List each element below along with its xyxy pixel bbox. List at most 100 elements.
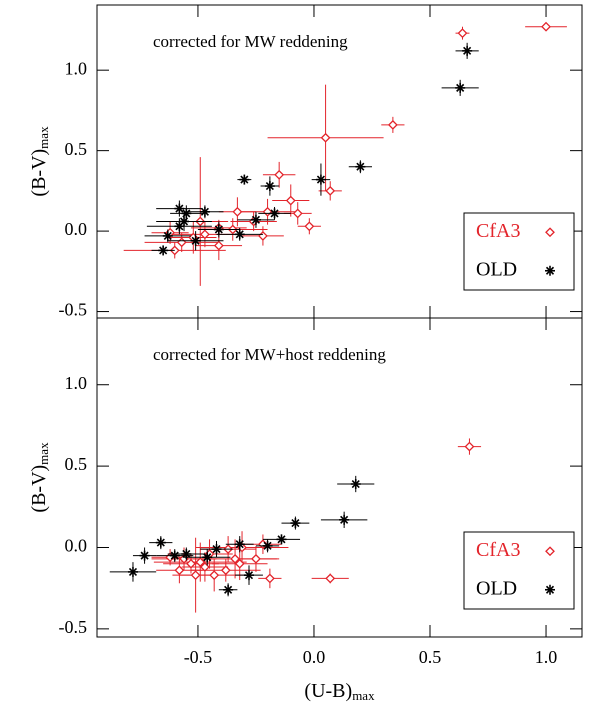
diamond-marker bbox=[285, 195, 296, 206]
asterisk-marker bbox=[174, 221, 185, 232]
asterisk-stroke bbox=[316, 175, 326, 184]
asterisk-stroke bbox=[128, 567, 138, 576]
diamond-shape bbox=[264, 573, 275, 584]
diamond-shape bbox=[199, 229, 210, 240]
diamond-shape bbox=[174, 565, 185, 576]
x-tick-label: -0.5 bbox=[184, 647, 213, 667]
asterisk-stroke bbox=[463, 46, 472, 55]
asterisk-stroke bbox=[356, 162, 365, 171]
asterisk-marker bbox=[290, 518, 301, 529]
asterisk-marker bbox=[223, 584, 234, 595]
diamond-marker bbox=[190, 570, 201, 581]
diamond-marker bbox=[176, 237, 187, 248]
asterisk-stroke bbox=[351, 479, 360, 489]
asterisk-stroke bbox=[240, 175, 249, 184]
asterisk-marker bbox=[355, 161, 366, 172]
y-axis-label-main: (B-V) bbox=[28, 465, 50, 513]
diamond-shape bbox=[213, 240, 224, 251]
y-tick-label: 0.5 bbox=[65, 139, 88, 159]
diamond-marker bbox=[186, 558, 196, 569]
asterisk-stroke bbox=[277, 535, 286, 544]
diamond-shape bbox=[232, 206, 243, 217]
diamond-shape bbox=[545, 546, 555, 557]
asterisk-marker bbox=[234, 539, 245, 550]
diamond-marker bbox=[234, 558, 245, 569]
diamond-shape bbox=[545, 227, 555, 238]
plot-frame bbox=[96, 317, 583, 638]
asterisk-marker bbox=[269, 208, 280, 219]
diamond-marker bbox=[213, 240, 224, 251]
asterisk-stroke bbox=[170, 551, 179, 560]
asterisk-marker bbox=[339, 514, 350, 525]
diamond-shape bbox=[230, 553, 240, 564]
y-axis-label-sub: max bbox=[36, 126, 51, 149]
diamond-marker bbox=[274, 169, 285, 180]
diamond-shape bbox=[209, 570, 220, 581]
asterisk-marker bbox=[158, 245, 169, 256]
annotation: corrected for MW reddening bbox=[153, 32, 348, 51]
diamond-shape bbox=[186, 558, 196, 569]
diamond-marker bbox=[545, 227, 555, 238]
asterisk-marker bbox=[174, 203, 185, 214]
diamond-shape bbox=[387, 119, 398, 130]
asterisk-marker bbox=[315, 174, 326, 185]
asterisk-stroke bbox=[291, 519, 300, 528]
legend-box bbox=[463, 531, 575, 610]
asterisk-marker bbox=[234, 229, 245, 240]
diamond-marker bbox=[199, 229, 210, 240]
asterisk-marker bbox=[211, 544, 222, 555]
y-tick-label: -0.5 bbox=[59, 617, 88, 637]
diamond-shape bbox=[541, 21, 551, 32]
asterisk-marker bbox=[350, 479, 361, 490]
asterisk-marker bbox=[199, 206, 210, 217]
diamond-shape bbox=[325, 185, 336, 196]
x-tick-label: 0.0 bbox=[303, 647, 326, 667]
annotation: corrected for MW+host reddening bbox=[153, 345, 386, 364]
asterisk-marker bbox=[276, 534, 287, 545]
y-tick-label: -0.5 bbox=[59, 300, 88, 320]
diamond-marker bbox=[325, 573, 336, 584]
asterisk-marker bbox=[190, 235, 201, 246]
diamond-shape bbox=[234, 558, 245, 569]
asterisk-marker bbox=[264, 181, 275, 192]
asterisk-marker bbox=[250, 214, 261, 225]
diamond-marker bbox=[304, 221, 315, 232]
asterisk-stroke bbox=[212, 545, 221, 554]
asterisk-stroke bbox=[270, 209, 279, 218]
x-axis-label-sub: max bbox=[352, 688, 375, 703]
diamond-shape bbox=[274, 169, 285, 180]
asterisk-stroke bbox=[235, 540, 244, 549]
asterisk-marker bbox=[127, 566, 138, 577]
asterisk-stroke bbox=[545, 585, 555, 594]
diamond-shape bbox=[304, 221, 315, 232]
asterisk-stroke bbox=[182, 549, 191, 559]
asterisk-stroke bbox=[182, 209, 191, 218]
diamond-marker bbox=[541, 21, 551, 32]
diamond-shape bbox=[220, 565, 231, 576]
diamond-shape bbox=[464, 441, 475, 452]
y-tick-label: 1.0 bbox=[65, 373, 88, 393]
diamond-marker bbox=[292, 208, 303, 219]
asterisk-marker bbox=[181, 208, 192, 219]
legend-box bbox=[463, 212, 575, 291]
diamond-marker bbox=[387, 119, 398, 130]
asterisk-stroke bbox=[140, 551, 149, 560]
y-axis-label: (B-V)max bbox=[28, 442, 51, 513]
asterisk-marker bbox=[262, 540, 273, 551]
diamond-shape bbox=[195, 557, 206, 568]
asterisk-stroke bbox=[244, 571, 254, 580]
asterisk-stroke bbox=[456, 83, 465, 92]
asterisk-stroke bbox=[156, 538, 165, 547]
asterisk-stroke bbox=[545, 266, 555, 275]
asterisk-marker bbox=[243, 570, 254, 581]
y-tick-label: 0.0 bbox=[65, 219, 88, 239]
y-tick-label: 0.5 bbox=[65, 454, 88, 474]
legend-label: CfA3 bbox=[476, 220, 520, 242]
legend-label: CfA3 bbox=[476, 539, 520, 561]
diamond-marker bbox=[545, 546, 555, 557]
diamond-shape bbox=[176, 237, 187, 248]
asterisk-marker bbox=[169, 550, 180, 561]
asterisk-stroke bbox=[203, 553, 212, 562]
asterisk-stroke bbox=[175, 204, 184, 213]
y-axis-label-main: (B-V) bbox=[28, 149, 50, 197]
